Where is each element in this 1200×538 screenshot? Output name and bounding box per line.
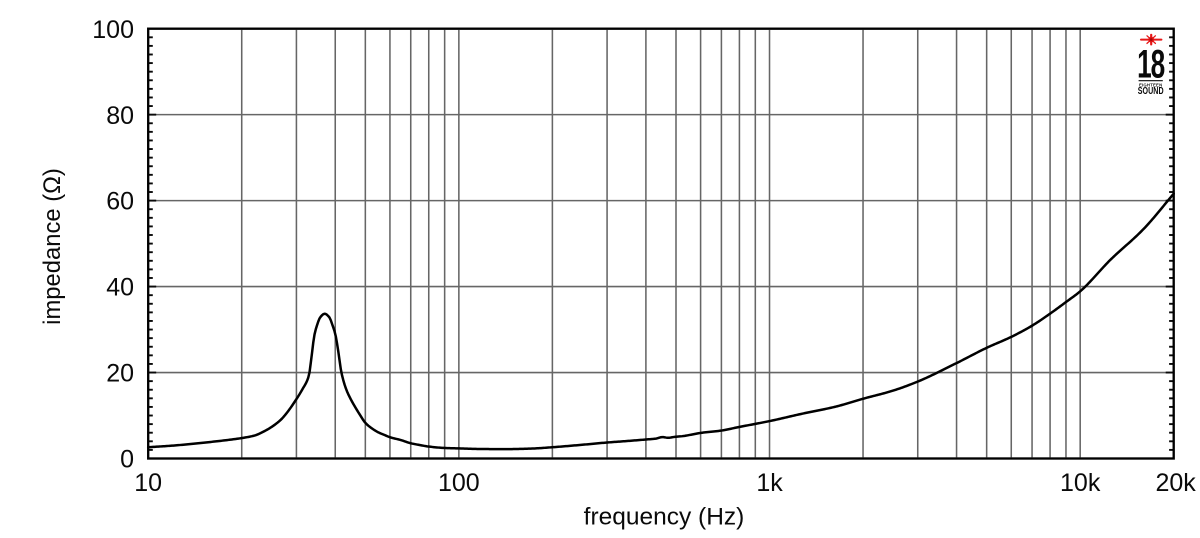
- svg-text:18: 18: [1137, 42, 1164, 87]
- svg-text:20: 20: [106, 360, 134, 388]
- svg-text:0: 0: [120, 446, 134, 474]
- svg-text:1k: 1k: [756, 469, 783, 497]
- svg-text:SOUND: SOUND: [1138, 85, 1164, 96]
- svg-text:frequency (Hz): frequency (Hz): [584, 504, 745, 531]
- svg-text:impedance (Ω): impedance (Ω): [39, 168, 66, 325]
- svg-text:80: 80: [106, 102, 134, 130]
- svg-text:100: 100: [438, 469, 480, 497]
- svg-text:10k: 10k: [1060, 469, 1101, 497]
- svg-text:40: 40: [106, 274, 134, 302]
- svg-text:EIGHTEEN: EIGHTEEN: [1139, 82, 1162, 87]
- svg-text:10: 10: [134, 469, 162, 497]
- svg-text:100: 100: [92, 16, 134, 44]
- svg-text:20k: 20k: [1155, 469, 1196, 497]
- svg-text:60: 60: [106, 188, 134, 216]
